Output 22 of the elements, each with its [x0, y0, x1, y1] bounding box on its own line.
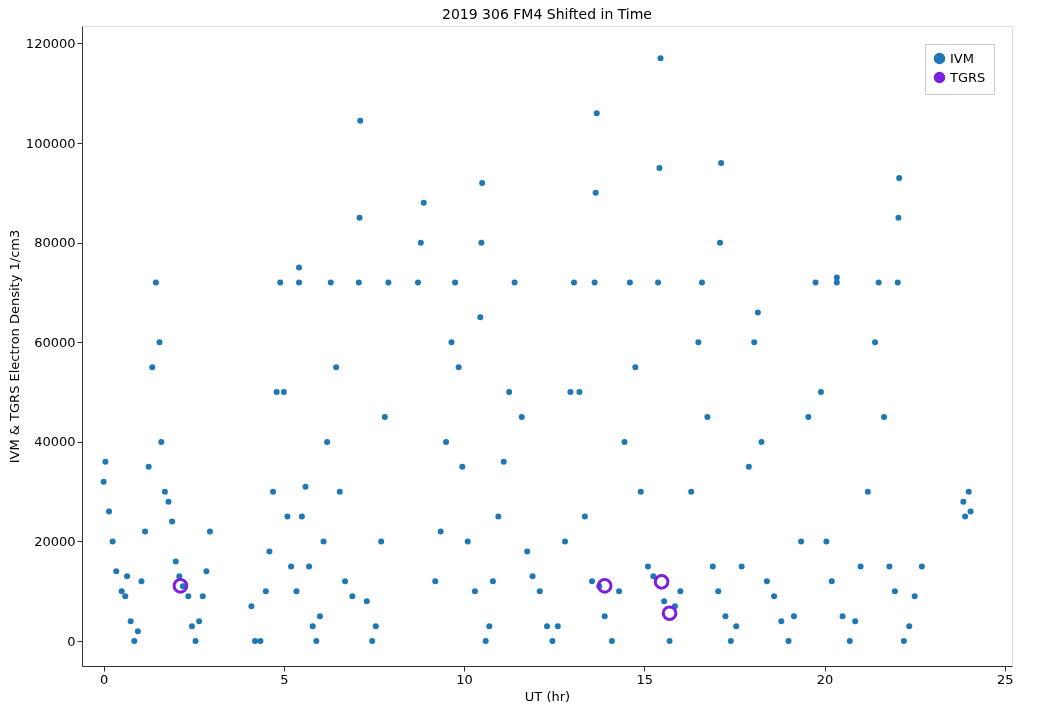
x-tick-label: 15 — [636, 671, 654, 687]
legend-label: TGRS — [949, 69, 986, 85]
y-tick-label: 20000 — [34, 533, 76, 549]
point — [596, 578, 613, 594]
point — [661, 605, 678, 622]
x-tick-label: 25 — [997, 671, 1014, 687]
x-tick-label: 0 — [99, 671, 109, 687]
x-tick-label: 5 — [280, 671, 289, 687]
legend-label: IVM — [950, 50, 974, 66]
y-tick-label: 100000 — [25, 135, 76, 151]
y-tick-label: 40000 — [34, 434, 76, 450]
y-tick-label: 120000 — [25, 35, 76, 51]
x-tick-label: 20 — [816, 671, 834, 687]
x-axis-title: UT (hr) — [524, 688, 571, 704]
y-tick-label: 60000 — [34, 334, 76, 350]
chart-title: 2019 306 FM4 Shifted in Time — [442, 6, 652, 22]
y-tick-label: 0 — [67, 633, 76, 649]
y-tick-label: 80000 — [34, 235, 76, 251]
point — [172, 578, 189, 594]
y-axis-title: IVM & TGRS Electron Density 1/cm3 — [6, 229, 22, 464]
point — [653, 574, 670, 590]
x-tick-label: 10 — [456, 671, 473, 687]
